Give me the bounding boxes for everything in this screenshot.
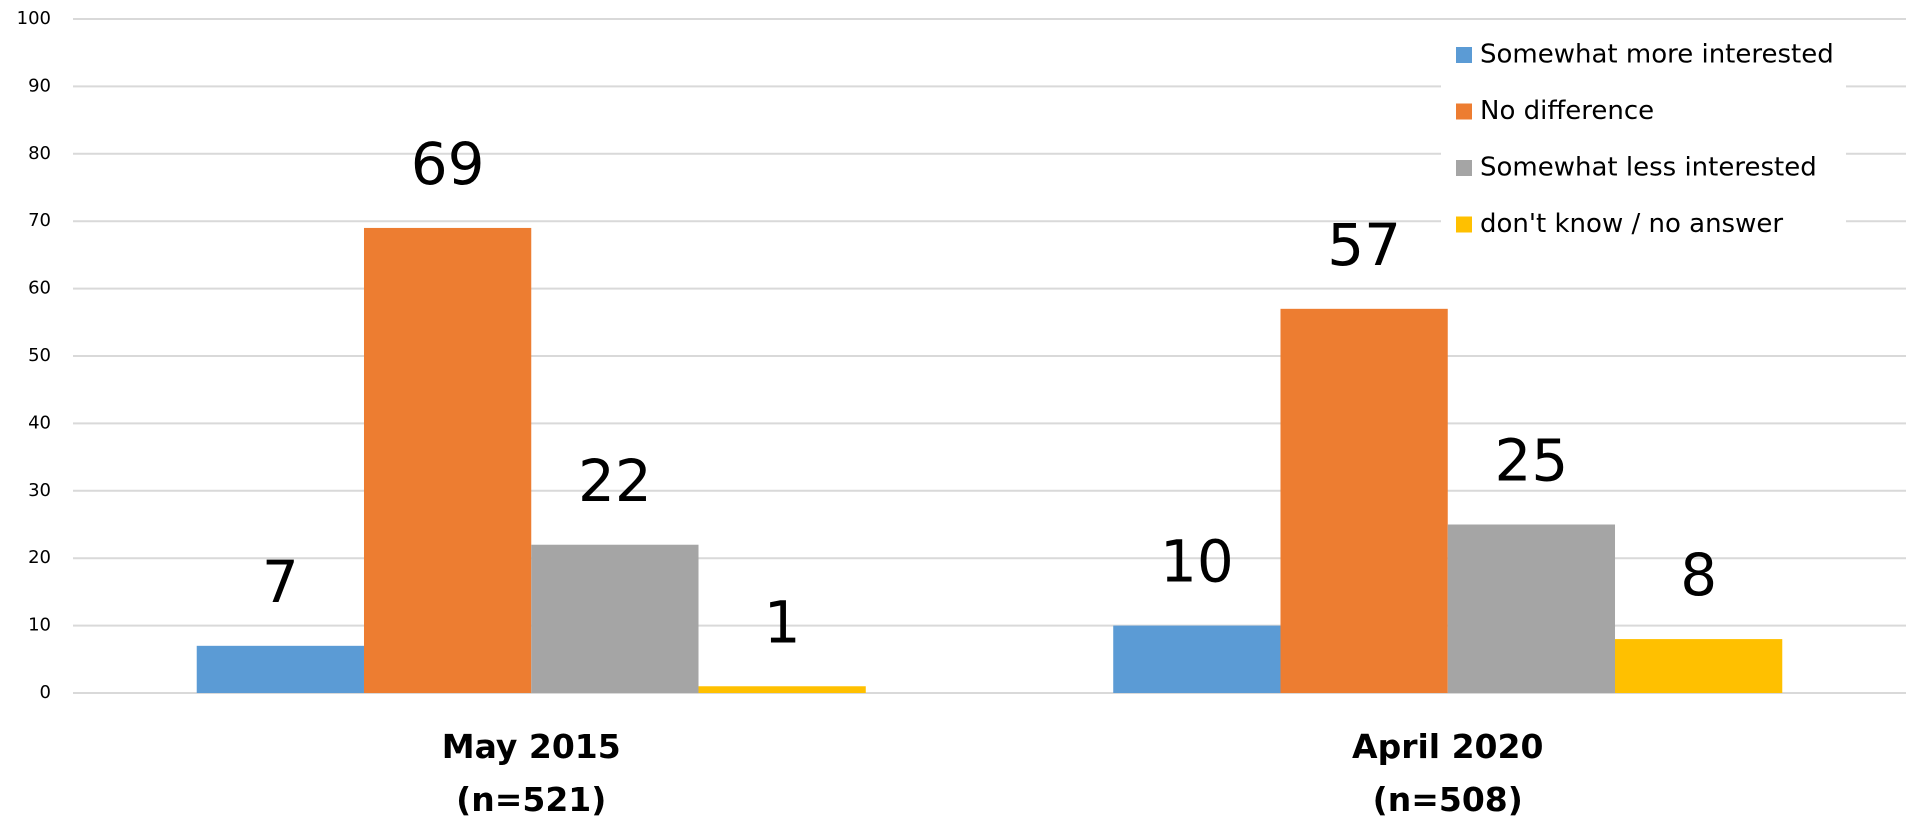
y-tick-label: 40	[28, 412, 51, 433]
bar	[698, 686, 866, 693]
data-label: 69	[411, 130, 485, 198]
legend-swatch	[1456, 160, 1472, 176]
legend-label: Somewhat more interested	[1480, 40, 1834, 70]
x-tick-label: May 2015 (n=521)	[441, 727, 621, 819]
legend-background	[1441, 37, 1846, 250]
legend-swatch	[1456, 216, 1472, 233]
y-tick-label: 90	[28, 75, 51, 96]
data-label: 10	[1160, 528, 1234, 596]
y-tick-label: 20	[28, 547, 51, 568]
y-tick-label: 100	[17, 8, 51, 29]
legend-swatch	[1456, 103, 1472, 120]
bar	[196, 645, 364, 693]
bar	[1447, 524, 1616, 693]
y-tick-label: 80	[28, 143, 51, 164]
data-label: 1	[764, 588, 801, 656]
legend-label: No difference	[1480, 96, 1654, 126]
y-tick-label: 30	[28, 480, 51, 501]
data-label: 22	[578, 447, 652, 515]
y-tick-label: 70	[28, 210, 51, 231]
legend-label: Somewhat less interested	[1480, 153, 1817, 183]
bar	[1280, 308, 1448, 693]
y-tick-label: 10	[28, 615, 51, 636]
legend-swatch	[1456, 47, 1472, 63]
data-label: 25	[1494, 427, 1568, 495]
bar	[1113, 625, 1281, 693]
y-tick-label: 50	[28, 345, 51, 366]
bar	[1615, 639, 1783, 693]
data-label: 8	[1680, 541, 1717, 609]
legend-label: don't know / no answer	[1480, 209, 1783, 239]
x-tick-label: April 2020 (n=508)	[1352, 727, 1544, 819]
data-label: 57	[1327, 211, 1401, 279]
data-label: 7	[262, 548, 299, 616]
y-tick-label: 60	[28, 278, 51, 299]
y-tick-label: 0	[40, 682, 51, 703]
bar	[531, 544, 699, 693]
bar	[363, 227, 532, 693]
